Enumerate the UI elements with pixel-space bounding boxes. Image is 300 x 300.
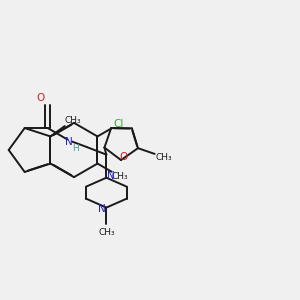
Text: N: N <box>65 136 73 147</box>
Text: CH₃: CH₃ <box>112 172 128 181</box>
Text: N: N <box>107 171 115 182</box>
Text: CH₃: CH₃ <box>156 153 172 162</box>
Text: H: H <box>73 144 79 153</box>
Text: CH₃: CH₃ <box>98 227 115 236</box>
Text: Cl: Cl <box>113 119 123 130</box>
Text: CH₃: CH₃ <box>64 116 81 125</box>
Text: O: O <box>37 93 45 103</box>
Text: N: N <box>98 204 105 214</box>
Text: O: O <box>119 152 127 162</box>
